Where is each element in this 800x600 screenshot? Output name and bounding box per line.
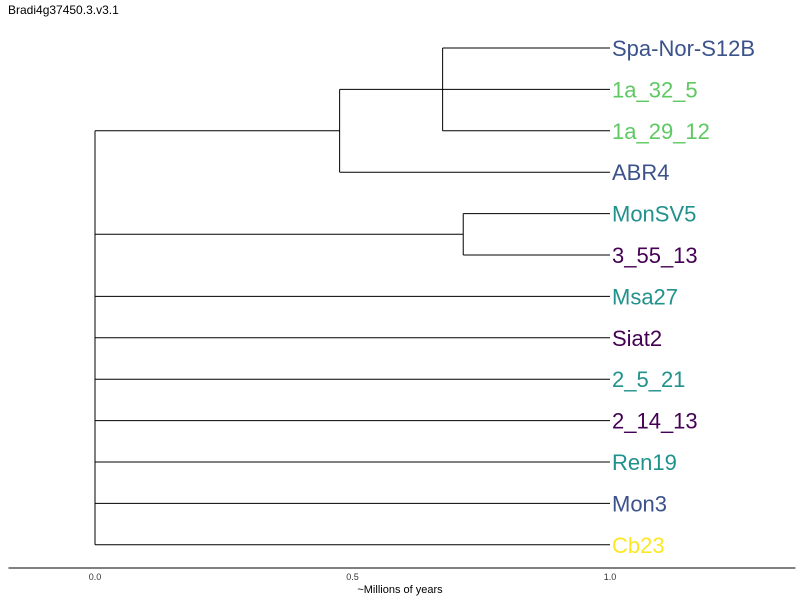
leaf-label: MonSV5 bbox=[612, 202, 696, 227]
leaf-label: 2_14_13 bbox=[612, 409, 698, 434]
leaf-label: 3_55_13 bbox=[612, 243, 698, 268]
axis-ticks: 0.0 0.5 1.0 bbox=[89, 572, 617, 582]
leaf-label: Ren19 bbox=[612, 450, 677, 475]
tree-branches bbox=[94, 47, 610, 546]
leaf-label: Cb23 bbox=[612, 533, 665, 558]
leaf-labels: Spa-Nor-S12B 1a_32_5 1a_29_12 ABR4 MonSV5 3_5… bbox=[612, 36, 755, 558]
axis-tick-label: 0.0 bbox=[89, 572, 102, 582]
axis-label: ~Millions of years bbox=[357, 584, 443, 596]
leaf-label: Spa-Nor-S12B bbox=[612, 36, 755, 61]
leaf-label: 2_5_21 bbox=[612, 367, 685, 392]
leaf-label: 1a_29_12 bbox=[612, 119, 710, 144]
leaf-label: Msa27 bbox=[612, 284, 678, 309]
axis-tick-label: 0.5 bbox=[346, 572, 359, 582]
leaf-label: 1a_32_5 bbox=[612, 77, 698, 102]
axis-tick-label: 1.0 bbox=[604, 572, 617, 582]
tree-title: Bradi4g37450.3.v3.1 bbox=[8, 3, 119, 17]
leaf-label: ABR4 bbox=[612, 160, 669, 185]
leaf-label: Siat2 bbox=[612, 326, 662, 351]
leaf-label: Mon3 bbox=[612, 491, 667, 516]
time-axis: 0.0 0.5 1.0 ~Millions of years bbox=[8, 567, 796, 596]
